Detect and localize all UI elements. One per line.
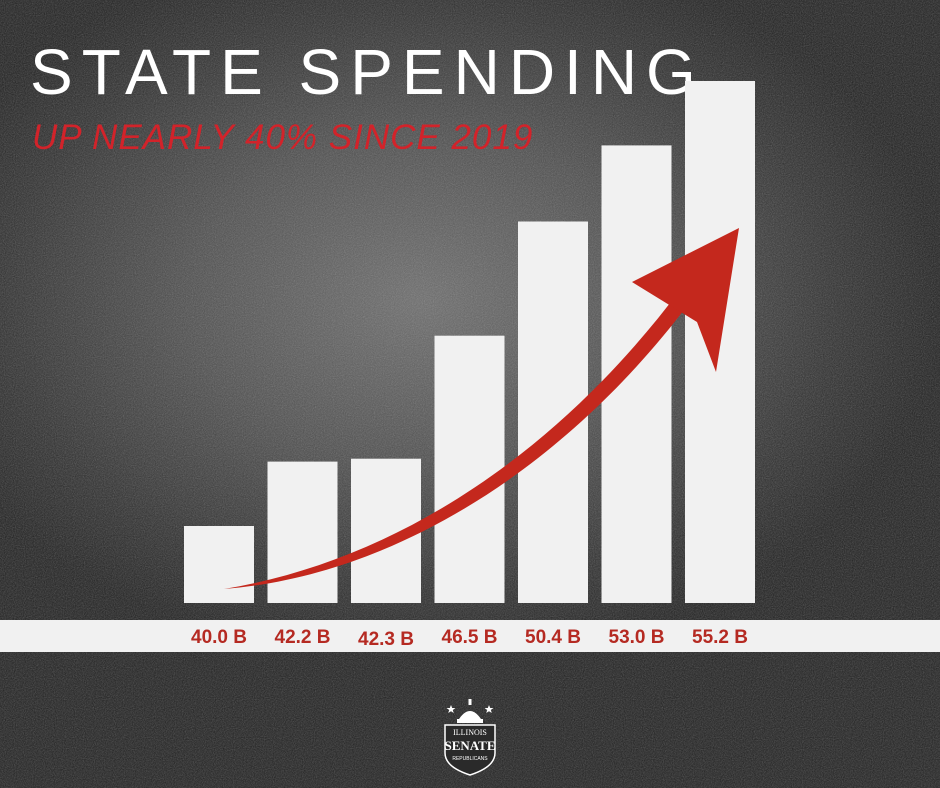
value-label-5: 50.4 B — [525, 627, 581, 648]
bar-2 — [267, 461, 338, 603]
value-label-2: 42.2 B — [275, 627, 331, 648]
value-label-3: 42.3 B — [358, 629, 414, 650]
trend-arrow — [224, 228, 739, 589]
baseline-band — [0, 620, 940, 652]
chart-subtitle: UP NEARLY 40% SINCE 2019 — [32, 118, 534, 157]
bars-group — [184, 81, 755, 603]
bar-1 — [184, 526, 254, 603]
senate-republicans-logo: ILLINOIS SENATE REPUBLICANS — [444, 699, 496, 776]
chart-title: STATE SPENDING — [30, 36, 705, 108]
logo-line-1: ILLINOIS — [453, 728, 487, 737]
value-label-1: 40.0 B — [191, 627, 247, 648]
bar-4 — [434, 335, 505, 603]
logo-line-3: REPUBLICANS — [452, 756, 488, 762]
value-label-6: 53.0 B — [609, 627, 665, 648]
value-label-4: 46.5 B — [442, 627, 498, 648]
trend-arrow-head — [632, 228, 739, 372]
value-labels-group: 40.0 B 42.2 B 42.3 B 46.5 B 50.4 B 53.0 B 55.2… — [191, 627, 748, 650]
logo-line-2: SENATE — [444, 738, 495, 753]
value-label-7: 55.2 B — [692, 627, 748, 648]
